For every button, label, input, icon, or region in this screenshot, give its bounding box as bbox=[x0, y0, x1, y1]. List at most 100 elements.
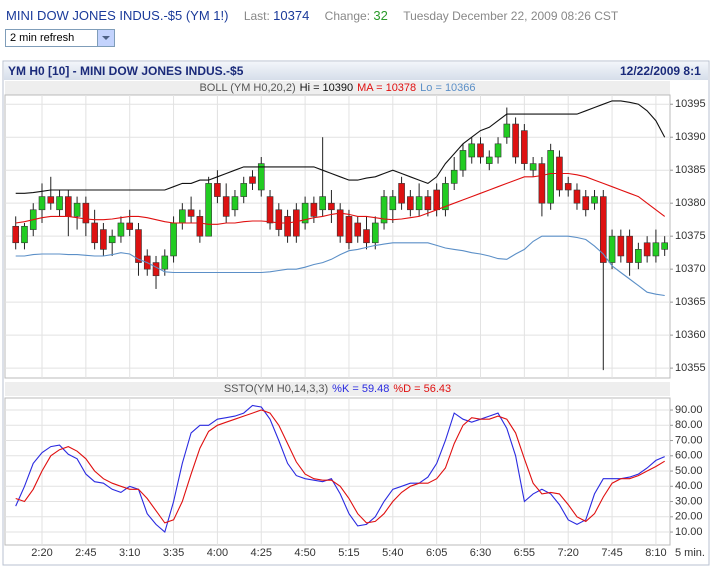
title-bar bbox=[4, 62, 708, 80]
y-tick-label: 80.00 bbox=[675, 419, 703, 431]
candle-body bbox=[573, 189, 581, 204]
timestamp: Tuesday December 22, 2009 08:26 CST bbox=[403, 9, 619, 23]
candle-body bbox=[310, 202, 318, 217]
series-line bbox=[15, 404, 665, 533]
candle-body bbox=[65, 196, 72, 217]
candle-body bbox=[591, 196, 598, 204]
chart-date: 12/22/2009 8:1 bbox=[620, 64, 701, 78]
candle-body bbox=[73, 202, 81, 217]
candle-body bbox=[608, 235, 616, 263]
candle-body bbox=[266, 196, 274, 224]
candle-body bbox=[179, 209, 186, 224]
legend-entry: Hi = 10390 bbox=[300, 82, 354, 94]
x-axis-label: 5 min. bbox=[675, 547, 705, 559]
candle-body bbox=[635, 249, 642, 263]
candle-body bbox=[582, 196, 590, 211]
y-tick-label: 10385 bbox=[675, 164, 706, 176]
candle-body bbox=[187, 209, 195, 217]
candle-body bbox=[564, 183, 572, 191]
x-tick-label: 5:40 bbox=[382, 547, 403, 559]
candle-body bbox=[529, 163, 537, 171]
series-line bbox=[15, 100, 666, 194]
candle-body bbox=[275, 209, 283, 230]
candle-body bbox=[249, 176, 256, 184]
x-tick-label: 7:45 bbox=[601, 547, 622, 559]
y-tick-label: 70.00 bbox=[675, 434, 703, 446]
legend-entry: Lo = 10366 bbox=[420, 82, 475, 94]
y-tick-label: 10355 bbox=[675, 362, 706, 374]
candle-body bbox=[599, 196, 607, 263]
candle-body bbox=[547, 150, 554, 204]
candle-body bbox=[380, 196, 388, 224]
candle-body bbox=[407, 196, 414, 211]
candle-body bbox=[345, 216, 353, 244]
candle-body bbox=[389, 196, 397, 211]
candle-body bbox=[415, 196, 423, 211]
candle-body bbox=[371, 222, 379, 244]
y-tick-label: 10360 bbox=[675, 329, 706, 341]
x-tick-label: 6:55 bbox=[514, 547, 535, 559]
candle-body bbox=[38, 196, 46, 211]
candle-body bbox=[538, 163, 546, 204]
candle-body bbox=[477, 143, 484, 158]
candle-body bbox=[82, 202, 90, 224]
y-tick-label: 40.00 bbox=[675, 480, 703, 492]
dropdown-arrow[interactable] bbox=[97, 30, 114, 46]
candle-body bbox=[521, 130, 528, 164]
candle-body bbox=[135, 229, 142, 263]
y-tick-label: 10395 bbox=[675, 98, 706, 110]
legend-entry: %K = 59.48 bbox=[332, 383, 389, 395]
candle-body bbox=[485, 156, 493, 164]
series-line bbox=[15, 409, 665, 524]
refresh-option: 2 min refresh bbox=[10, 32, 75, 44]
symbol: MINI DOW JONES INDUS.-$5 (YM 1!) bbox=[6, 8, 229, 23]
candle-body bbox=[617, 235, 625, 257]
x-tick-label: 2:20 bbox=[31, 547, 52, 559]
y-tick-label: 10375 bbox=[675, 230, 706, 242]
y-tick-label: 20.00 bbox=[675, 511, 703, 523]
candle-body bbox=[433, 189, 440, 211]
series-line bbox=[15, 235, 665, 297]
legend: BOLL (YM H0,20,2) Hi = 10390 MA = 10378 Lo … bbox=[199, 82, 475, 94]
x-tick-label: 5:15 bbox=[338, 547, 359, 559]
candle-body bbox=[161, 255, 169, 270]
candle-body bbox=[293, 209, 300, 237]
candle-body bbox=[196, 216, 204, 237]
x-tick-label: 6:30 bbox=[470, 547, 491, 559]
candle-body bbox=[354, 222, 362, 237]
candle-body bbox=[240, 183, 248, 197]
x-tick-label: 3:35 bbox=[163, 547, 184, 559]
candle-body bbox=[503, 123, 511, 138]
y-tick-label: 90.00 bbox=[675, 404, 703, 416]
x-tick-label: 4:00 bbox=[207, 547, 228, 559]
legend-entry: %D = 56.43 bbox=[393, 383, 451, 395]
candle-body bbox=[319, 196, 326, 211]
last-value: 10374 bbox=[273, 8, 310, 23]
legend-title: BOLL (YM H0,20,2) bbox=[199, 82, 295, 94]
candle-body bbox=[468, 143, 476, 158]
candle-body bbox=[459, 150, 467, 171]
candle-body bbox=[21, 225, 28, 244]
x-tick-label: 6:05 bbox=[426, 547, 447, 559]
legend-entry: MA = 10378 bbox=[357, 82, 416, 94]
quote-header: MINI DOW JONES INDUS.-$5 (YM 1!) Last: 1… bbox=[6, 8, 618, 23]
candle-body bbox=[301, 202, 309, 224]
legend-bar bbox=[5, 382, 670, 396]
candle-body bbox=[512, 123, 519, 158]
x-tick-label: 2:45 bbox=[75, 547, 96, 559]
candle-body bbox=[12, 225, 19, 244]
candle-body bbox=[336, 209, 344, 237]
candle-body bbox=[284, 216, 291, 237]
change-label: Change: bbox=[324, 9, 371, 23]
refresh-select[interactable]: 2 min refresh bbox=[5, 29, 115, 47]
change-value: 32 bbox=[373, 8, 388, 23]
candle-body bbox=[450, 169, 458, 184]
last-label: Last: bbox=[243, 9, 270, 23]
candle-body bbox=[661, 242, 668, 250]
candle-body bbox=[231, 196, 239, 211]
candle-body bbox=[643, 242, 651, 257]
candle-body bbox=[398, 183, 405, 204]
candle-body bbox=[56, 196, 63, 211]
